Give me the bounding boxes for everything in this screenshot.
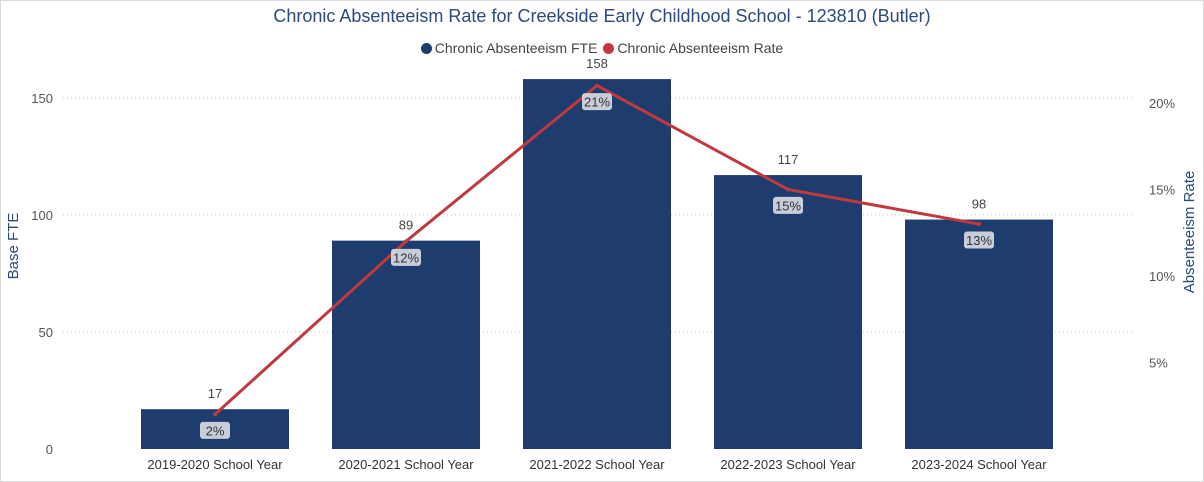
x-tick-label: 2021-2022 School Year xyxy=(529,457,665,472)
y2-tick-label: 10% xyxy=(1149,269,1175,284)
x-tick-label: 2022-2023 School Year xyxy=(720,457,856,472)
rate-point[interactable] xyxy=(404,239,408,244)
legend-marker-rate xyxy=(603,42,615,54)
rate-value-label: 12% xyxy=(393,250,419,265)
chart-legend: Chronic Absenteeism FTE Chronic Absentee… xyxy=(1,40,1203,56)
rate-value-label: 15% xyxy=(775,198,801,213)
bar[interactable] xyxy=(905,219,1053,449)
legend-item-rate[interactable]: Chronic Absenteeism Rate xyxy=(603,40,783,56)
y-axis-title: Base FTE xyxy=(5,213,22,280)
y-tick-label: 100 xyxy=(31,208,53,223)
rate-point[interactable] xyxy=(786,187,790,192)
bar-value-label: 98 xyxy=(972,197,986,212)
legend-label-fte: Chronic Absenteeism FTE xyxy=(434,40,598,56)
bar[interactable] xyxy=(332,240,480,449)
bar[interactable] xyxy=(714,175,862,450)
legend-marker-fte xyxy=(420,42,432,54)
bar-value-label: 117 xyxy=(778,152,799,167)
rate-label-box xyxy=(773,196,803,214)
legend-item-fte[interactable]: Chronic Absenteeism FTE xyxy=(420,40,598,56)
legend-label-rate: Chronic Absenteeism Rate xyxy=(617,40,784,56)
x-tick-label: 2020-2021 School Year xyxy=(338,457,474,472)
y-tick-label: 0 xyxy=(46,442,53,457)
rate-point[interactable] xyxy=(595,83,599,88)
bar-value-label: 158 xyxy=(586,56,608,71)
y2-tick-label: 15% xyxy=(1149,182,1175,197)
chart-title: Chronic Absenteeism Rate for Creekside E… xyxy=(273,6,931,26)
rate-point[interactable] xyxy=(213,412,217,417)
bar-value-label: 89 xyxy=(399,218,413,233)
rate-point[interactable] xyxy=(977,222,981,227)
rate-label-box xyxy=(391,248,421,266)
rate-value-label: 21% xyxy=(584,95,610,110)
rate-label-box xyxy=(582,93,612,111)
rate-value-label: 13% xyxy=(966,233,992,248)
y-tick-label: 50 xyxy=(39,325,53,340)
rate-label-box xyxy=(964,231,994,249)
x-tick-label: 2019-2020 School Year xyxy=(147,457,283,472)
y2-axis-title: Absenteeism Rate xyxy=(1181,171,1198,294)
rate-value-label: 2% xyxy=(206,423,225,438)
bar-value-label: 17 xyxy=(208,386,222,401)
rate-label-box xyxy=(200,421,230,439)
y2-tick-label: 5% xyxy=(1149,355,1168,370)
bar[interactable] xyxy=(523,79,671,449)
x-tick-label: 2023-2024 School Year xyxy=(911,457,1047,472)
y-tick-label: 150 xyxy=(31,91,53,106)
y2-tick-label: 20% xyxy=(1149,96,1175,111)
